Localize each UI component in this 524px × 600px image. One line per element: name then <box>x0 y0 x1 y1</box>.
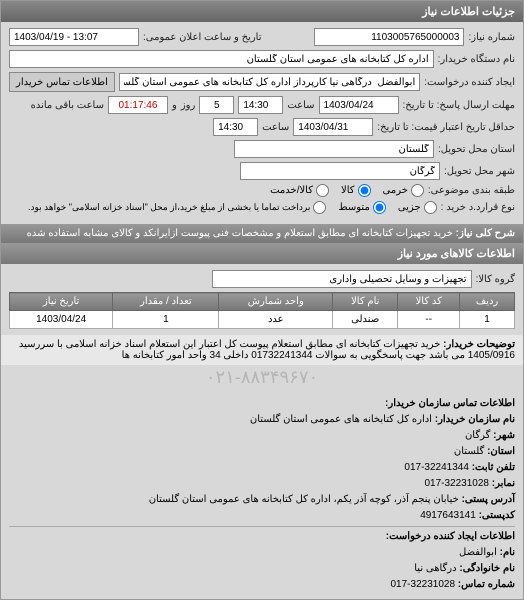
cell-name: صندلی <box>333 311 398 329</box>
desc-bar: شرح کلی نیاز: خرید تجهیزات کتابخانه ای م… <box>1 224 523 243</box>
validity-label: حداقل تاریخ اعتبار قیمت: تا تاریخ: <box>377 122 515 133</box>
validity-time-input[interactable] <box>213 118 258 136</box>
group-input[interactable] <box>212 270 472 288</box>
org-label: نام دستگاه خریدار: <box>438 54 515 65</box>
and-label: و <box>172 100 177 111</box>
hour-label-1: ساعت <box>287 100 314 111</box>
explain-block: توضیحات خریدار: خرید تجهیزات کتابخانه ای… <box>1 335 523 365</box>
cell-row: 1 <box>460 311 515 329</box>
contact-fax-row: نمابر: 017-32231028 <box>9 476 515 492</box>
col-code: کد کالا <box>398 293 460 311</box>
cell-code: -- <box>398 311 460 329</box>
table-header-row: ردیف کد کالا نام کالا واحد شمارش تعداد /… <box>10 293 515 311</box>
col-name: نام کالا <box>333 293 398 311</box>
cell-qty: 1 <box>113 311 219 329</box>
creator-input[interactable] <box>119 73 420 91</box>
province-label: استان محل تحویل: <box>438 144 515 155</box>
deadline-send-label: مهلت ارسال پاسخ: تا تاریخ: <box>403 100 515 111</box>
org-input[interactable] <box>9 50 434 68</box>
days-label: روز <box>181 100 196 111</box>
col-date: تاریخ نیاز <box>10 293 113 311</box>
cell-date: 1403/04/24 <box>10 311 113 329</box>
validity-date-input[interactable] <box>293 118 373 136</box>
request-no-input[interactable] <box>314 28 464 46</box>
group-label: گروه کالا: <box>476 274 515 285</box>
contact-org-row: نام سازمان خریدار: اداره کل کتابخانه های… <box>9 412 515 428</box>
pkg-radio-none[interactable]: خرمی <box>383 184 424 197</box>
hour-label-2: ساعت <box>262 122 289 133</box>
contact-header: اطلاعات تماس سازمان خریدار: <box>9 396 515 412</box>
city-label: شهر محل تحویل: <box>444 166 515 177</box>
remain-time-input <box>108 96 168 114</box>
deadline-date-input[interactable] <box>319 96 399 114</box>
explain-label: توضیحات خریدار: <box>443 339 515 350</box>
deadline-time-input[interactable] <box>238 96 283 114</box>
contact-postal-row: آدرس پستی: خیابان پنجم آذر، کوچه آذر یکم… <box>9 492 515 508</box>
pkg-radio-goods[interactable]: کالا <box>341 184 371 197</box>
creator-phone-row: شماره تماس: 017-32231028 <box>9 577 515 593</box>
request-no-label: شماره نیاز: <box>468 32 515 43</box>
desc-label: شرح کلی نیاز: <box>456 228 515 239</box>
goods-table: ردیف کد کالا نام کالا واحد شمارش تعداد /… <box>9 292 515 329</box>
city-input[interactable] <box>240 162 440 180</box>
col-row: ردیف <box>460 293 515 311</box>
buyer-contact-button[interactable]: اطلاعات تماس خریدار <box>9 72 115 92</box>
pkg-radio-service[interactable]: کالا/خدمت <box>270 184 329 197</box>
contract-radio-high[interactable]: برداخت تماما یا بخشی از مبلغ خرید،از محل… <box>28 201 326 214</box>
contact-city-row: شهر: گرگان <box>9 428 515 444</box>
main-title: جزئیات اطلاعات نیاز <box>422 6 515 18</box>
province-input[interactable] <box>234 140 434 158</box>
days-input[interactable] <box>199 96 234 114</box>
contract-radio-low[interactable]: جزیی <box>398 201 437 214</box>
goods-header: اطلاعات کالاهای مورد نیاز <box>1 243 523 264</box>
table-row[interactable]: 1 -- صندلی عدد 1 1403/04/24 <box>10 311 515 329</box>
pkg-label: طبقه بندی موضوعی: <box>428 185 515 196</box>
creator-family-row: نام خانوادگی: درگاهی نیا <box>9 561 515 577</box>
announce-input[interactable] <box>9 28 139 46</box>
contract-label: نوع قرارد.د خرید : <box>441 202 515 213</box>
creator-header: اطلاعات ایجاد کننده درخواست: <box>9 529 515 545</box>
contract-radio-mid[interactable]: متوسط <box>338 201 385 214</box>
col-unit: واحد شمارش <box>219 293 333 311</box>
main-header: جزئیات اطلاعات نیاز <box>1 1 523 22</box>
pkg-radio-group: خرمی کالا کالا/خدمت <box>270 184 424 197</box>
watermark: ۰۲۱-۸۸۳۴۹۶۷۰ <box>1 365 523 390</box>
contact-phone-row: تلفن ثابت: 017-32241344 <box>9 460 515 476</box>
creator-name-row: نام: ابوالفضل <box>9 545 515 561</box>
remain-label: ساعت باقی مانده <box>31 100 104 111</box>
contact-zip-row: کدپستی: 4917643141 <box>9 508 515 524</box>
contract-radio-group: جزیی متوسط برداخت تماما یا بخشی از مبلغ … <box>28 201 437 214</box>
col-qty: تعداد / مقدار <box>113 293 219 311</box>
cell-unit: عدد <box>219 311 333 329</box>
desc-text: خرید تجهیزات کتابخانه ای مطابق استعلام و… <box>27 228 453 239</box>
announce-label: تاریخ و ساعت اعلان عمومی: <box>143 32 262 43</box>
contact-province-row: استان: گلستان <box>9 444 515 460</box>
creator-label: ایجاد کننده درخواست: <box>424 77 515 88</box>
explain-text: خرید تجهیزات کتابخانه ای مطابق استعلام پ… <box>19 339 515 361</box>
